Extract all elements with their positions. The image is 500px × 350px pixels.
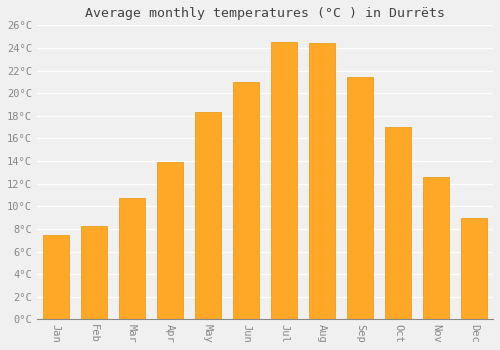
Title: Average monthly temperatures (°C ) in Durrëts: Average monthly temperatures (°C ) in Du…	[85, 7, 445, 20]
Bar	[232, 82, 259, 320]
Bar	[346, 77, 374, 320]
Bar	[308, 43, 336, 320]
Bar	[422, 177, 450, 320]
Bar	[194, 112, 221, 320]
Bar	[270, 42, 297, 320]
Bar	[118, 198, 145, 320]
Bar	[384, 127, 411, 320]
Bar	[42, 234, 69, 320]
Bar	[156, 162, 183, 320]
Bar	[460, 218, 487, 320]
Bar	[80, 225, 107, 320]
